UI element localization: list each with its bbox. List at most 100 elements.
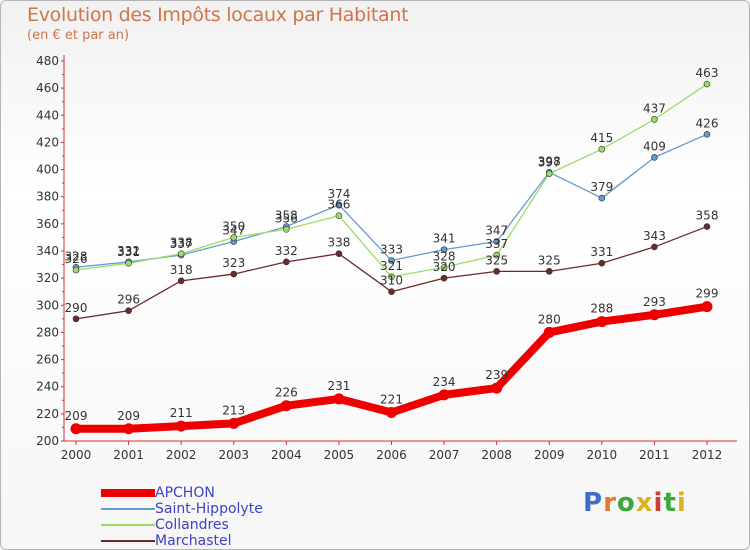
x-tick-label: 2010 — [587, 448, 618, 462]
legend-label: Collandres — [155, 517, 229, 533]
data-label: 321 — [380, 259, 403, 273]
y-tick-label: 220 — [36, 407, 59, 421]
data-label: 332 — [117, 244, 140, 258]
data-point — [283, 258, 290, 266]
data-point — [125, 259, 132, 267]
x-tick-label: 2008 — [481, 448, 512, 462]
logo-letter: o — [616, 488, 636, 518]
data-label: 366 — [327, 198, 350, 212]
logo-letter: i — [653, 488, 664, 518]
data-point — [651, 243, 658, 251]
data-label: 209 — [117, 409, 140, 423]
y-tick-label: 300 — [36, 298, 59, 312]
data-point — [175, 420, 187, 432]
data-point — [440, 263, 448, 271]
data-point — [177, 250, 185, 258]
data-point — [386, 407, 397, 418]
data-label: 280 — [538, 312, 561, 326]
data-point — [388, 288, 395, 296]
x-tick-label: 2002 — [166, 448, 197, 462]
data-point — [70, 423, 82, 435]
data-label: 226 — [275, 386, 298, 400]
data-point — [596, 316, 608, 328]
data-label: 350 — [222, 219, 245, 233]
logo-letter: i — [676, 488, 687, 518]
data-label: 337 — [170, 237, 193, 251]
legend-swatch — [101, 489, 155, 497]
y-tick-label: 440 — [36, 108, 59, 122]
data-point — [283, 225, 290, 233]
y-tick-label: 360 — [36, 217, 59, 231]
data-label: 358 — [696, 209, 719, 223]
y-tick-label: 400 — [36, 163, 59, 177]
data-label: 337 — [485, 237, 508, 251]
data-point — [703, 80, 711, 88]
data-point — [440, 274, 448, 282]
data-label: 323 — [222, 256, 245, 270]
y-tick-label: 340 — [36, 244, 59, 258]
x-tick-label: 2003 — [218, 448, 249, 462]
data-point — [123, 423, 135, 435]
data-label: 293 — [643, 295, 666, 309]
data-label: 209 — [65, 409, 88, 423]
data-point — [440, 246, 448, 253]
data-label: 296 — [117, 293, 140, 307]
data-point — [335, 250, 343, 258]
data-label: 341 — [433, 232, 456, 246]
y-tick-label: 320 — [36, 271, 59, 285]
data-label: 326 — [65, 252, 88, 266]
data-label: 310 — [380, 274, 403, 288]
data-label: 333 — [380, 243, 403, 257]
data-label: 331 — [590, 245, 613, 259]
chart-title: Evolution des Impôts locaux par Habitant — [27, 4, 409, 26]
data-point — [598, 259, 606, 267]
data-label: 211 — [170, 406, 193, 420]
legend-swatch — [101, 524, 155, 526]
data-label: 343 — [643, 229, 666, 243]
data-point — [230, 270, 238, 278]
data-point — [648, 309, 660, 321]
legend-label: APCHON — [155, 485, 215, 501]
data-label: 397 — [538, 156, 561, 170]
x-tick-label: 2005 — [324, 448, 355, 462]
data-label: 328 — [65, 249, 88, 263]
data-point — [335, 212, 343, 220]
data-label: 437 — [643, 101, 666, 115]
data-point — [491, 382, 503, 394]
y-tick-label: 260 — [36, 353, 59, 367]
y-tick-label: 480 — [36, 54, 59, 68]
data-point — [228, 417, 240, 429]
data-label: 299 — [696, 287, 719, 301]
data-label: 347 — [485, 224, 508, 238]
data-label: 288 — [590, 302, 613, 316]
data-label: 221 — [380, 393, 403, 407]
data-point — [493, 251, 500, 259]
data-label: 325 — [538, 253, 561, 267]
data-label: 332 — [275, 244, 298, 258]
data-label: 290 — [65, 301, 88, 315]
data-label: 331 — [117, 245, 140, 259]
data-label: 318 — [170, 263, 193, 277]
y-tick-label: 420 — [36, 135, 59, 149]
data-point — [545, 170, 553, 177]
data-label: 234 — [433, 375, 456, 389]
data-label: 356 — [275, 211, 298, 225]
data-label: 338 — [327, 236, 350, 250]
y-tick-label: 200 — [36, 434, 59, 448]
data-label: 409 — [643, 139, 666, 153]
logo-letter: x — [635, 488, 654, 518]
y-tick-label: 240 — [36, 380, 59, 394]
data-label: 213 — [222, 403, 245, 417]
chart-subtitle: (en € et par an) — [27, 28, 130, 43]
data-label: 415 — [590, 131, 613, 145]
data-point — [177, 277, 185, 285]
x-tick-label: 2009 — [534, 448, 565, 462]
data-point — [333, 393, 345, 405]
data-point — [598, 145, 606, 153]
data-point — [493, 268, 500, 275]
x-tick-label: 2001 — [113, 448, 144, 462]
data-point — [280, 400, 292, 412]
data-point — [651, 116, 658, 123]
